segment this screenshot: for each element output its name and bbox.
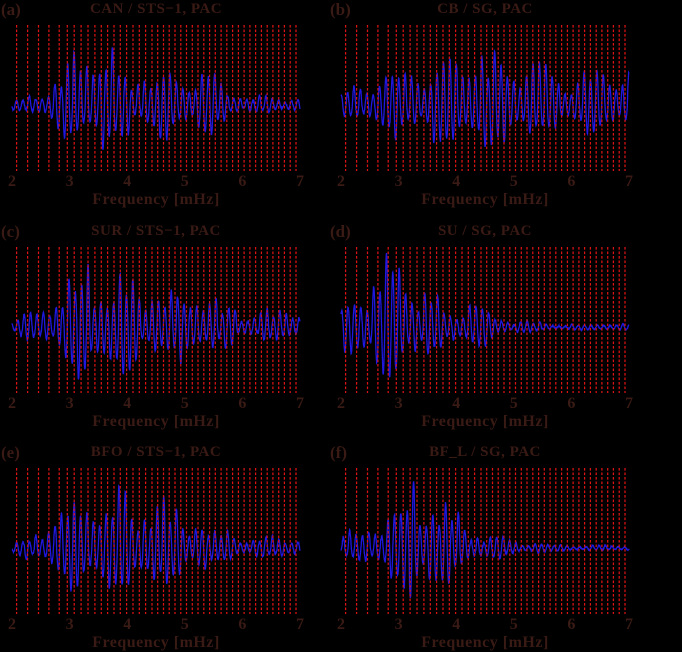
x-axis-ticks: 2 3 4 5 6 7 xyxy=(329,616,670,634)
x-tick-label: 3 xyxy=(394,395,403,412)
panel-label: (f) xyxy=(330,443,347,462)
spectrum-panel: (b) CB / SG, PAC 2 3 4 5 6 7 Frequency [mHz] xyxy=(329,0,670,209)
x-axis-ticks: 2 3 4 5 6 7 xyxy=(329,173,670,191)
panel-label: (e) xyxy=(1,443,20,462)
spectrum-panel: (e) BFO / STS−1, PAC 2 3 4 5 6 7 Frequency [m… xyxy=(0,443,341,652)
spectrum-trace-path xyxy=(11,484,301,592)
x-tick-label: 4 xyxy=(452,395,461,412)
x-tick-label: 2 xyxy=(8,616,16,633)
x-tick-label: 7 xyxy=(625,395,633,412)
panel-title: BF_L / SG, PAC xyxy=(429,444,541,460)
x-tick-label: 2 xyxy=(8,395,16,412)
spectrum-panel: (d) SU / SG, PAC 2 3 4 5 6 7 Frequency [mHz] xyxy=(329,222,670,431)
spectrum-trace-path xyxy=(11,47,301,150)
spectrum-trace xyxy=(340,252,630,378)
x-axis-label: Frequency [mHz] xyxy=(421,634,549,651)
spectrum-trace xyxy=(11,47,301,150)
spectrum-plot xyxy=(340,25,630,171)
spectrum-panel: (f) BF_L / SG, PAC 2 3 4 5 6 7 Frequency [mHz… xyxy=(329,443,670,652)
x-tick-label: 3 xyxy=(394,173,403,190)
spectrum-plot xyxy=(11,468,301,614)
panel-title: SU / SG, PAC xyxy=(437,223,533,239)
x-tick-label: 5 xyxy=(509,395,518,412)
x-axis-ticks: 2 3 4 5 6 7 xyxy=(0,395,341,413)
mode-frequency-lines xyxy=(344,247,626,393)
x-tick-label: 6 xyxy=(567,616,576,633)
spectrum-trace xyxy=(11,263,301,380)
mode-frequency-lines xyxy=(15,468,297,614)
mode-frequency-lines xyxy=(15,247,297,393)
panel-label: (b) xyxy=(330,0,351,19)
x-tick-label: 5 xyxy=(509,173,518,190)
mode-frequency-lines xyxy=(344,25,626,171)
panel-title: CAN / STS−1, PAC xyxy=(89,1,223,17)
spectrum-trace-path xyxy=(340,481,630,599)
spectrum-plot xyxy=(11,25,301,171)
x-tick-label: 2 xyxy=(337,395,345,412)
x-tick-label: 5 xyxy=(180,173,189,190)
spectrum-trace-path xyxy=(340,252,630,378)
x-axis-label: Frequency [mHz] xyxy=(421,191,549,208)
x-tick-label: 3 xyxy=(394,616,403,633)
panel-title: CB / SG, PAC xyxy=(437,1,533,17)
x-axis-ticks: 2 3 4 5 6 7 xyxy=(329,395,670,413)
x-axis-ticks: 2 3 4 5 6 7 xyxy=(0,173,341,191)
spectrum-panel: (c) SUR / STS−1, PAC 2 3 4 5 6 7 Frequency [m… xyxy=(0,222,341,431)
x-tick-label: 7 xyxy=(296,395,304,412)
x-tick-label: 3 xyxy=(65,173,74,190)
x-tick-label: 7 xyxy=(296,616,304,633)
x-tick-label: 6 xyxy=(238,173,247,190)
mode-frequency-lines xyxy=(344,468,626,614)
x-axis-label: Frequency [mHz] xyxy=(92,191,220,208)
spectrum-trace xyxy=(11,484,301,592)
spectrum-trace xyxy=(340,481,630,599)
spectrum-plot xyxy=(11,247,301,393)
x-tick-label: 4 xyxy=(123,395,132,412)
x-tick-label: 4 xyxy=(452,173,461,190)
mode-frequency-lines xyxy=(15,25,297,171)
spectrum-panel: (a) CAN / STS−1, PAC 2 3 4 5 6 7 Frequency [m… xyxy=(0,0,341,209)
x-tick-label: 4 xyxy=(123,173,132,190)
x-tick-label: 4 xyxy=(123,616,132,633)
spectrum-trace-path xyxy=(340,48,630,148)
spectrum-trace xyxy=(340,48,630,148)
x-tick-label: 2 xyxy=(337,616,345,633)
panel-title: BFO / STS−1, PAC xyxy=(90,444,222,460)
x-tick-label: 6 xyxy=(238,616,247,633)
x-tick-label: 7 xyxy=(625,616,633,633)
panel-label: (a) xyxy=(1,0,21,19)
x-tick-label: 6 xyxy=(238,395,247,412)
spectrum-plot xyxy=(340,247,630,393)
panel-label: (d) xyxy=(330,222,351,241)
x-axis-label: Frequency [mHz] xyxy=(421,413,549,430)
x-tick-label: 6 xyxy=(567,173,576,190)
x-axis-ticks: 2 3 4 5 6 7 xyxy=(0,616,341,634)
x-tick-label: 5 xyxy=(180,616,189,633)
spectrum-trace-path xyxy=(11,263,301,380)
x-axis-label: Frequency [mHz] xyxy=(92,634,220,651)
x-tick-label: 3 xyxy=(65,616,74,633)
x-axis-label: Frequency [mHz] xyxy=(92,413,220,430)
x-tick-label: 6 xyxy=(567,395,576,412)
x-tick-label: 5 xyxy=(509,616,518,633)
x-tick-label: 4 xyxy=(452,616,461,633)
panel-title: SUR / STS−1, PAC xyxy=(91,223,221,239)
x-tick-label: 2 xyxy=(337,173,345,190)
panel-label: (c) xyxy=(1,222,20,241)
x-tick-label: 3 xyxy=(65,395,74,412)
x-tick-label: 7 xyxy=(625,173,633,190)
x-tick-label: 2 xyxy=(8,173,16,190)
spectrum-plot xyxy=(340,468,630,614)
x-tick-label: 5 xyxy=(180,395,189,412)
x-tick-label: 7 xyxy=(296,173,304,190)
